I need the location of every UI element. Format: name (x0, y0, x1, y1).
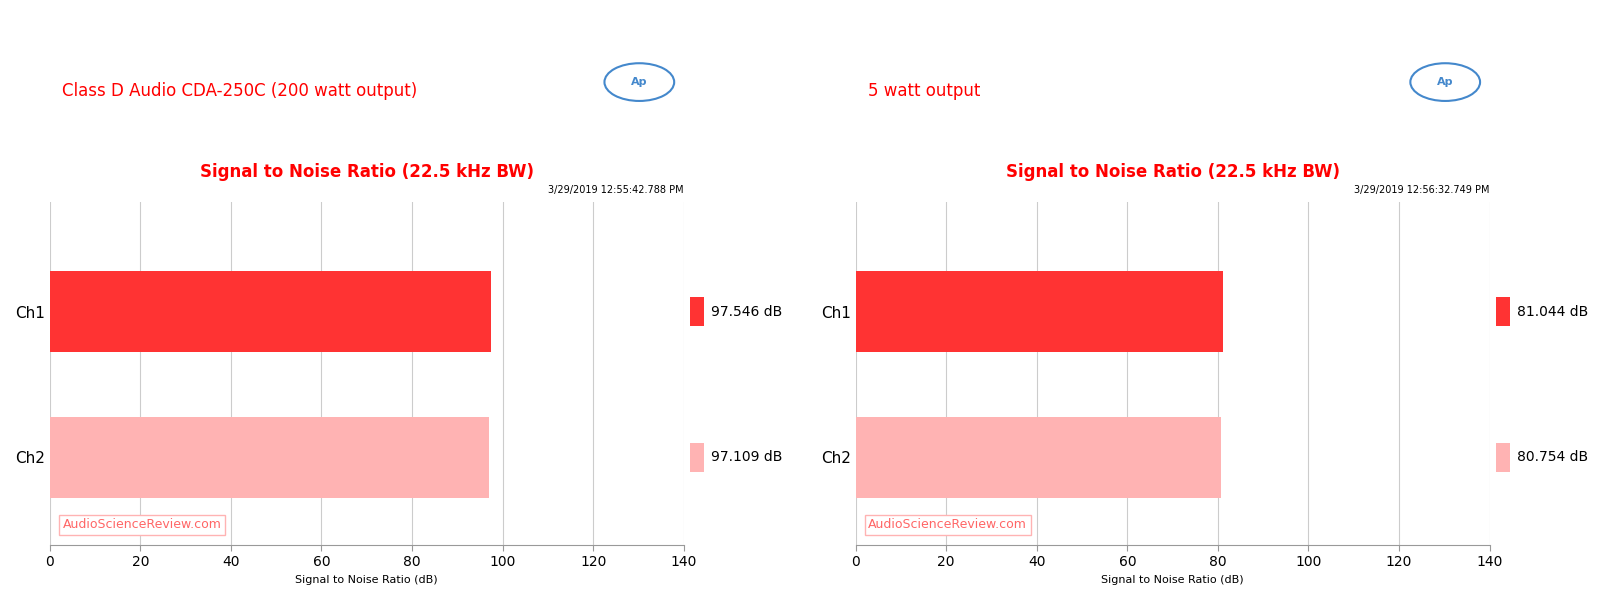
Text: Ap: Ap (630, 77, 648, 87)
Text: 80.754 dB: 80.754 dB (1517, 451, 1587, 464)
Text: Class D Audio CDA-250C (200 watt output): Class D Audio CDA-250C (200 watt output) (62, 82, 418, 100)
FancyBboxPatch shape (1496, 297, 1510, 326)
FancyBboxPatch shape (691, 443, 704, 472)
Circle shape (605, 63, 674, 101)
Bar (50, 271, 491, 352)
X-axis label: Signal to Noise Ratio (dB): Signal to Noise Ratio (dB) (296, 575, 438, 585)
Bar (50, 418, 490, 497)
Text: 3/29/2019 12:55:42.788 PM: 3/29/2019 12:55:42.788 PM (549, 185, 683, 195)
FancyBboxPatch shape (691, 297, 704, 326)
Text: AudioScienceReview.com: AudioScienceReview.com (62, 518, 221, 532)
Bar (856, 418, 1221, 497)
Bar (856, 271, 1222, 352)
Text: 81.044 dB: 81.044 dB (1517, 305, 1589, 319)
Text: 97.546 dB: 97.546 dB (710, 305, 782, 319)
Title: Signal to Noise Ratio (22.5 kHz BW): Signal to Noise Ratio (22.5 kHz BW) (200, 163, 534, 181)
Text: 97.109 dB: 97.109 dB (710, 451, 782, 464)
Title: Signal to Noise Ratio (22.5 kHz BW): Signal to Noise Ratio (22.5 kHz BW) (1006, 163, 1339, 181)
Text: Ap: Ap (1437, 77, 1453, 87)
FancyBboxPatch shape (1496, 443, 1510, 472)
Text: 5 watt output: 5 watt output (869, 82, 981, 100)
Text: 3/29/2019 12:56:32.749 PM: 3/29/2019 12:56:32.749 PM (1354, 185, 1490, 195)
Circle shape (1410, 63, 1480, 101)
X-axis label: Signal to Noise Ratio (dB): Signal to Noise Ratio (dB) (1101, 575, 1243, 585)
Text: AudioScienceReview.com: AudioScienceReview.com (869, 518, 1027, 532)
